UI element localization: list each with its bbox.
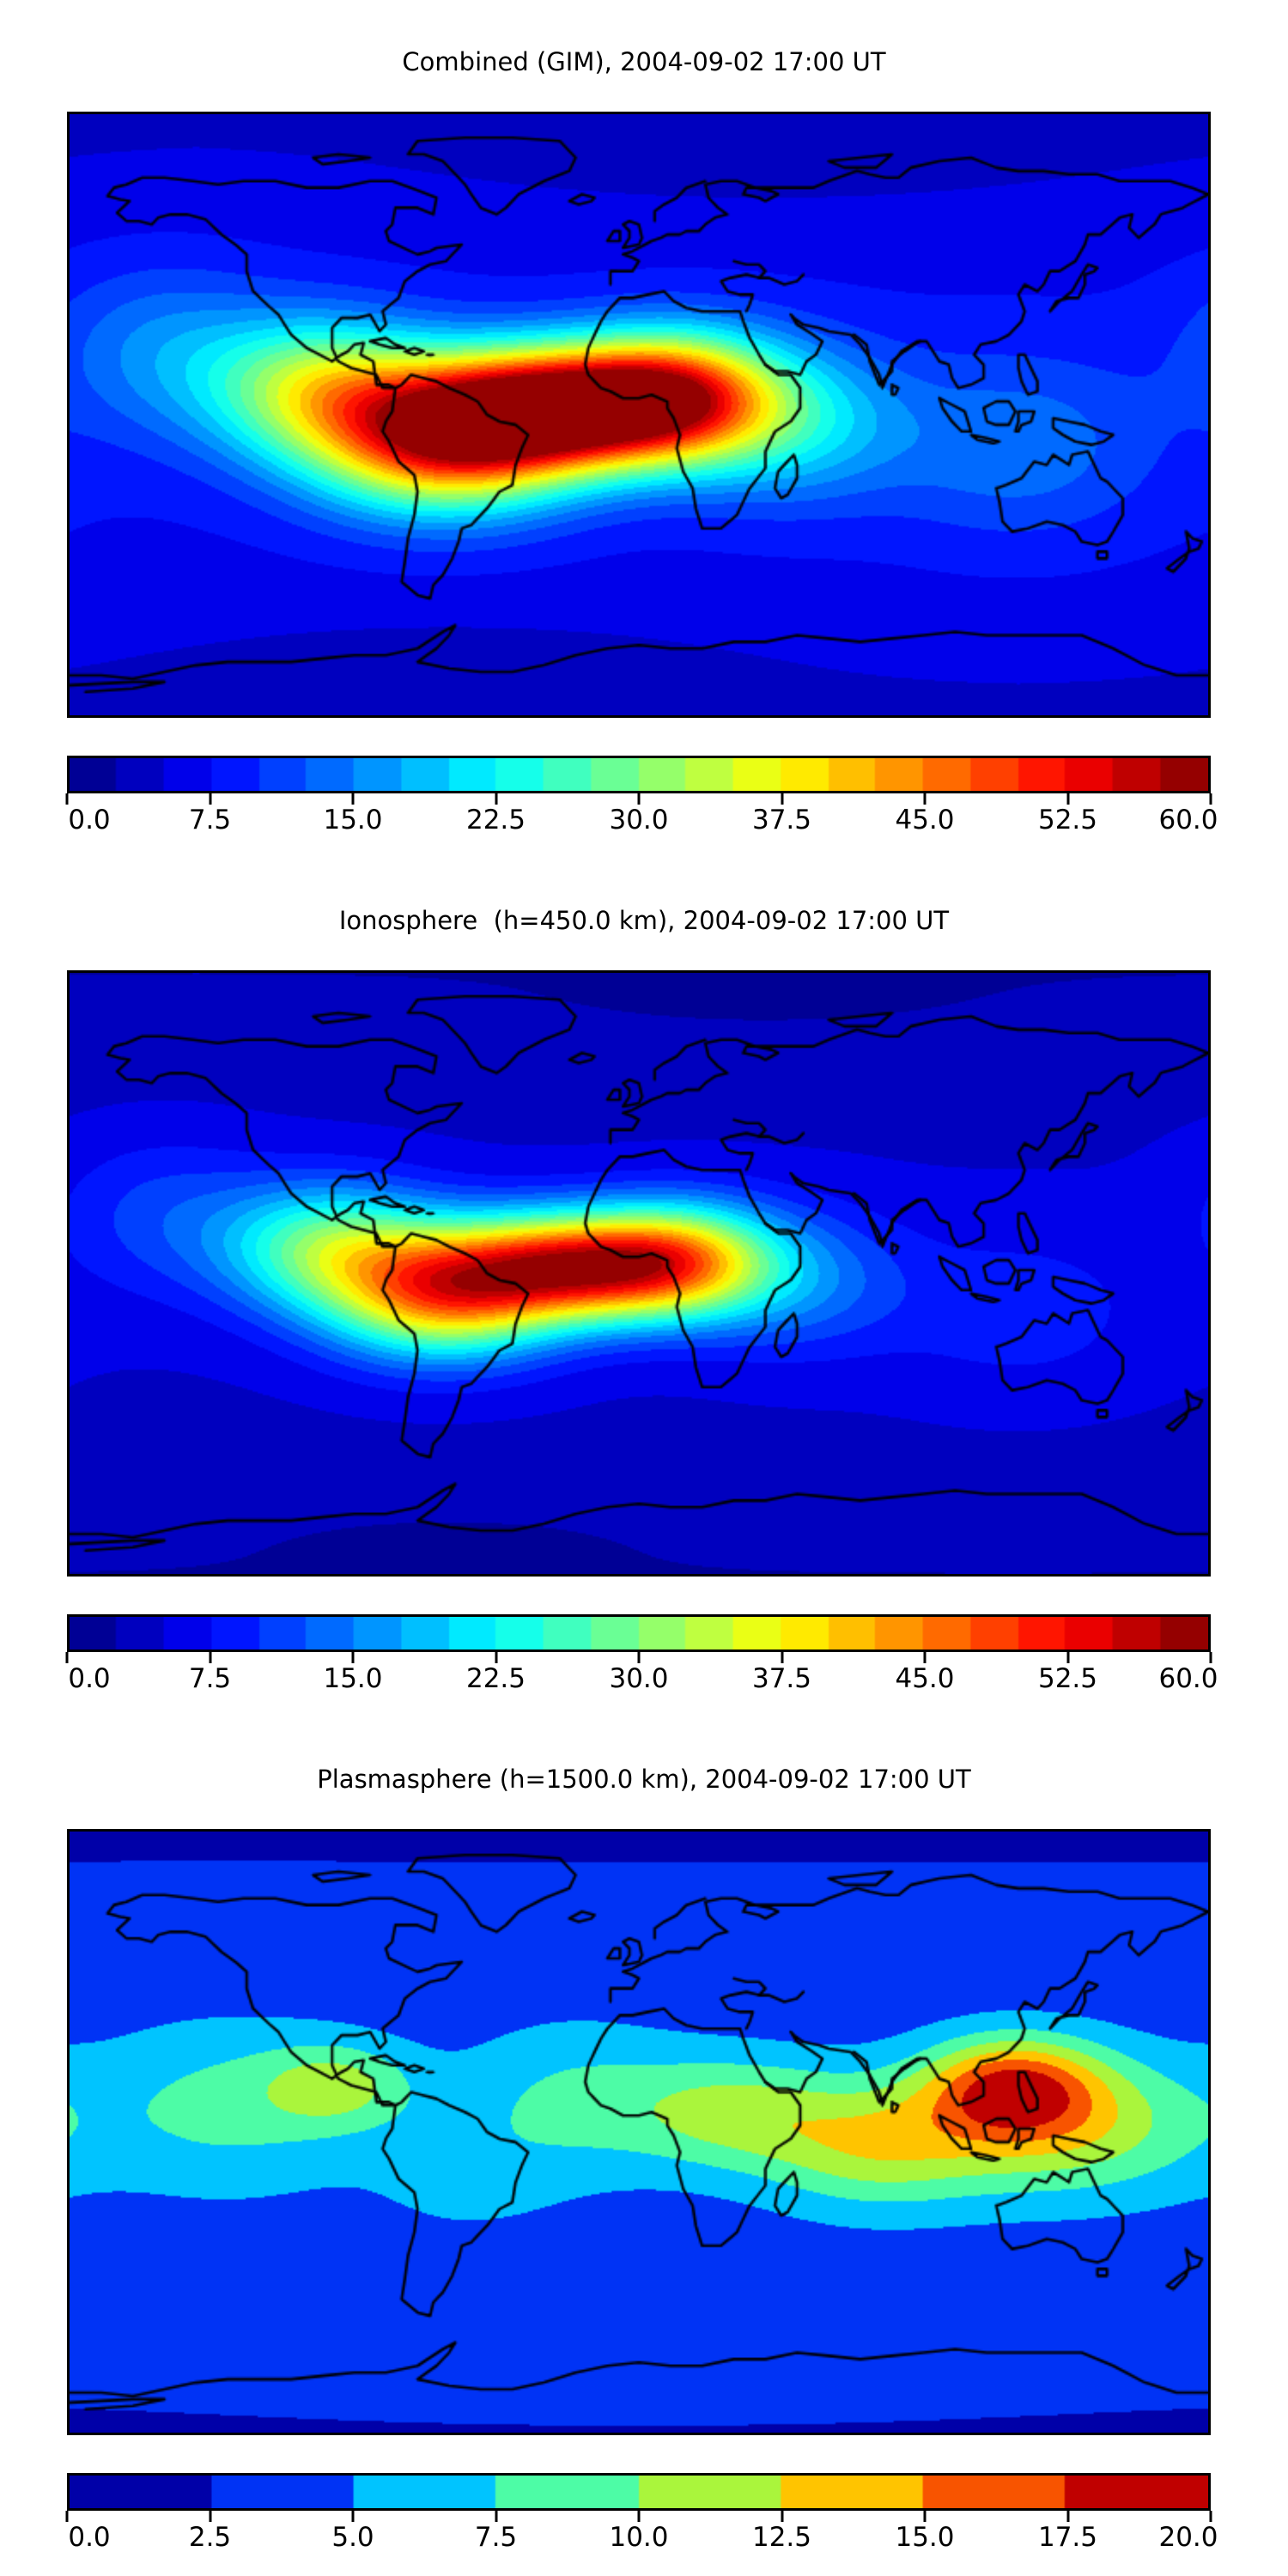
panel-ionosphere: Ionosphere (h=450.0 km), 2004-09-02 17:0… [0, 859, 1288, 1717]
colorbar-ticks-ionosphere [65, 1652, 1212, 1664]
colorbar-bar-plasmasphere [67, 2473, 1211, 2511]
colorbar-tickmark [209, 1652, 211, 1663]
map-plasmasphere [67, 1829, 1211, 2435]
colorbar-tickmark [495, 2511, 497, 2522]
map-canvas-ionosphere [70, 973, 1208, 1574]
colorbar-tick-label: 7.5 [188, 1663, 232, 1694]
colorbar-tick-label: 0.0 [68, 805, 111, 835]
colorbar-tick-label: 45.0 [895, 1663, 955, 1694]
colorbar-tickmark [351, 2511, 355, 2522]
colorbar-tickmark [351, 793, 355, 805]
colorbar-tick-label: 5.0 [331, 2522, 374, 2553]
colorbar-tickmark [1066, 793, 1069, 805]
map-canvas-plasmasphere [70, 1832, 1208, 2433]
colorbar-tick-label: 10.0 [609, 2522, 669, 2553]
colorbar-tick-label: 60.0 [1158, 805, 1218, 835]
colorbar-tick-labels-ionosphere: 0.0 7.5 15.0 22.5 30.0 37.5 45.0 52.5 60.0 [67, 1663, 1218, 1698]
panel-title-plasmasphere: Plasmasphere (h=1500.0 km), 2004-09-02 1… [317, 1765, 971, 1794]
colorbar-tick-label: 15.0 [895, 2522, 955, 2553]
colorbar-tickmark [351, 1652, 355, 1663]
panel-title-ionosphere: Ionosphere (h=450.0 km), 2004-09-02 17:0… [338, 906, 950, 935]
colorbar-tickmark [637, 1652, 641, 1663]
colorbar-tick-label: 30.0 [609, 805, 669, 835]
colorbar-tickmark [495, 1652, 497, 1663]
colorbar-ticks-combined-gim [65, 793, 1212, 805]
colorbar-tick-label: 0.0 [68, 2522, 111, 2553]
colorbar-tickmark [1209, 793, 1212, 805]
colorbar-tickmark [495, 793, 497, 805]
colorbar-gradient-ionosphere [70, 1617, 1208, 1649]
colorbar-tickmark [65, 1652, 69, 1663]
colorbar-tickmark [209, 793, 211, 805]
map-canvas-combined-gim [70, 114, 1208, 715]
panel-title-combined-gim: Combined (GIM), 2004-09-02 17:00 UT [402, 47, 886, 76]
colorbar-tick-label: 52.5 [1037, 805, 1098, 835]
colorbar-tick-label: 7.5 [188, 805, 232, 835]
colorbar-tick-label: 2.5 [188, 2522, 232, 2553]
map-ionosphere [67, 970, 1211, 1577]
colorbar-tickmark [1066, 1652, 1069, 1663]
colorbar-tickmark [1209, 1652, 1212, 1663]
colorbar-gradient-plasmasphere [70, 2476, 1208, 2508]
colorbar-tick-label: 22.5 [465, 805, 526, 835]
panel-combined-gim: Combined (GIM), 2004-09-02 17:00 UT 0.0 7… [0, 0, 1288, 859]
panel-plasmasphere: Plasmasphere (h=1500.0 km), 2004-09-02 1… [0, 1717, 1288, 2576]
colorbar-tick-label: 12.5 [751, 2522, 812, 2553]
colorbar-tick-label: 20.0 [1158, 2522, 1218, 2553]
colorbar-tickmark [65, 793, 69, 805]
colorbar-bar-ionosphere [67, 1614, 1211, 1652]
colorbar-gradient-combined-gim [70, 758, 1208, 791]
colorbar-tick-label: 7.5 [474, 2522, 518, 2553]
colorbar-tick-label: 60.0 [1158, 1663, 1218, 1694]
colorbar-tickmark [781, 2511, 783, 2522]
colorbar-tick-label: 15.0 [323, 1663, 383, 1694]
colorbar-ticks-plasmasphere [65, 2511, 1212, 2523]
colorbar-tick-label: 15.0 [323, 805, 383, 835]
colorbar-tickmark [209, 2511, 211, 2522]
colorbar-tickmark [637, 793, 641, 805]
colorbar-tickmark [781, 1652, 783, 1663]
colorbar-tick-label: 22.5 [465, 1663, 526, 1694]
colorbar-bar-combined-gim [67, 756, 1211, 793]
map-combined-gim [67, 112, 1211, 718]
colorbar-tick-label: 30.0 [609, 1663, 669, 1694]
colorbar-tick-label: 37.5 [751, 1663, 812, 1694]
colorbar-tickmark [1066, 2511, 1069, 2522]
colorbar-tick-label: 0.0 [68, 1663, 111, 1694]
colorbar-tickmark [637, 2511, 641, 2522]
colorbar-tick-labels-plasmasphere: 0.0 2.5 5.0 7.5 10.0 12.5 15.0 17.5 20.0 [67, 2522, 1218, 2556]
colorbar-tick-label: 45.0 [895, 805, 955, 835]
colorbar-tick-label: 37.5 [751, 805, 812, 835]
colorbar-tickmark [923, 793, 927, 805]
colorbar-tick-label: 52.5 [1037, 1663, 1098, 1694]
colorbar-tickmark [781, 793, 783, 805]
colorbar-tickmark [923, 2511, 927, 2522]
colorbar-tick-label: 17.5 [1037, 2522, 1098, 2553]
colorbar-tick-labels-combined-gim: 0.0 7.5 15.0 22.5 30.0 37.5 45.0 52.5 60.0 [67, 805, 1218, 839]
colorbar-tickmark [65, 2511, 69, 2522]
colorbar-tickmark [1209, 2511, 1212, 2522]
colorbar-tickmark [923, 1652, 927, 1663]
